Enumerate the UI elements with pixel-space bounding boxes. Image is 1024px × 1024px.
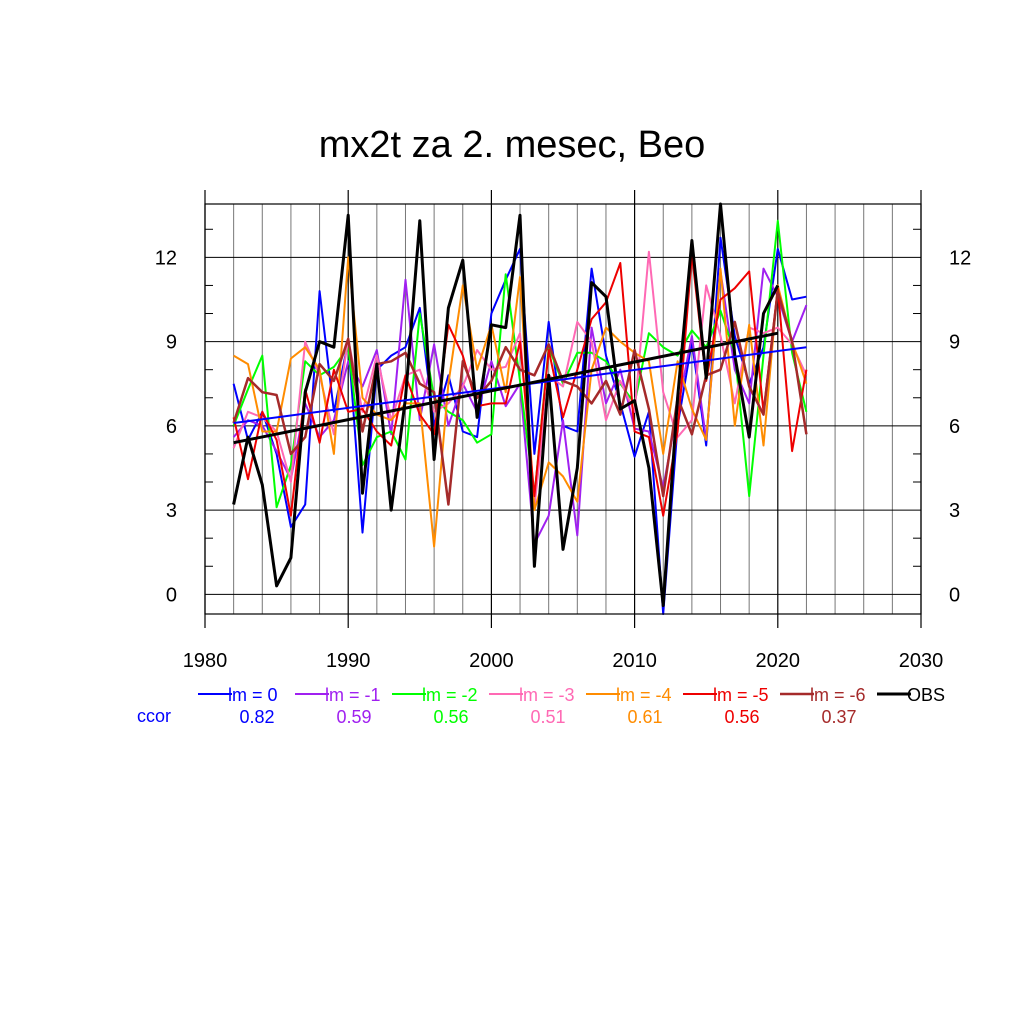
y-tick-label-right: 6 [949, 416, 960, 438]
legend-label: lm = -3 [519, 685, 575, 705]
legend-label: lm = -6 [810, 685, 866, 705]
y-tick-label-left: 9 [166, 332, 177, 354]
x-tick-label: 1990 [326, 650, 371, 672]
legend-ccor-value: 0.56 [433, 707, 468, 727]
legend-label: lm = -2 [422, 685, 478, 705]
ccor-label: ccor [137, 706, 171, 726]
y-tick-label-right: 12 [949, 247, 971, 269]
trend-line-obs [233, 331, 779, 445]
legend-ccor-value: 0.82 [239, 707, 274, 727]
y-tick-label-left: 12 [155, 247, 177, 269]
y-tick-label-left: 6 [166, 416, 177, 438]
x-tick-label: 2020 [756, 650, 801, 672]
series-line-lm-5 [232, 253, 808, 517]
legend-ccor-value: 0.51 [530, 707, 565, 727]
legend-label: OBS [907, 685, 945, 705]
plot-border [204, 203, 922, 615]
series-line-lm-4 [233, 256, 808, 548]
series-line-obs [232, 202, 780, 608]
axis-ticks: 0 0 3 3 6 6 9 9 12 12 1980 1990 2000 2010 2020 2030 [155, 247, 972, 672]
y-tick-label-left: 0 [166, 584, 177, 606]
legend-ccor-value: 0.56 [724, 707, 759, 727]
x-tick-label: 1980 [183, 650, 228, 672]
x-tick-label: 2030 [899, 650, 944, 672]
x-tick-label: 2000 [469, 650, 514, 672]
legend-label: lm = 0 [228, 685, 278, 705]
legend-label: lm = -5 [713, 685, 769, 705]
series-line-lm-6 [232, 289, 808, 506]
x-tick-label: 2010 [612, 650, 657, 672]
legend-ccor-value: 0.61 [627, 707, 662, 727]
legend-ccor-value: 0.37 [821, 707, 856, 727]
trend-lines [233, 331, 807, 445]
y-tick-label-right: 0 [949, 584, 960, 606]
plot-frame [204, 203, 922, 615]
legend-label: lm = -1 [325, 685, 381, 705]
series-lines [232, 202, 808, 615]
chart-title: mx2t za 2. mesec, Beo [318, 124, 706, 166]
legend-label: lm = -4 [616, 685, 672, 705]
y-tick-label-left: 3 [166, 500, 177, 522]
legend-ccor-value: 0.59 [336, 707, 371, 727]
y-tick-label-right: 3 [949, 500, 960, 522]
y-tick-label-right: 9 [949, 332, 960, 354]
